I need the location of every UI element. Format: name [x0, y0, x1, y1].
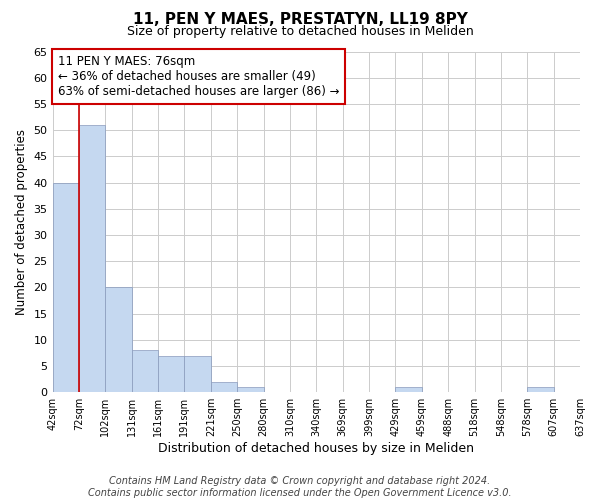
- Bar: [395, 387, 422, 392]
- Y-axis label: Number of detached properties: Number of detached properties: [15, 129, 28, 315]
- X-axis label: Distribution of detached houses by size in Meliden: Distribution of detached houses by size …: [158, 442, 474, 455]
- Bar: [105, 288, 131, 392]
- Bar: [158, 356, 184, 392]
- Bar: [211, 382, 237, 392]
- Bar: [131, 350, 158, 392]
- Text: 11, PEN Y MAES, PRESTATYN, LL19 8PY: 11, PEN Y MAES, PRESTATYN, LL19 8PY: [133, 12, 467, 28]
- Bar: [53, 182, 79, 392]
- Bar: [79, 125, 105, 392]
- Bar: [527, 387, 554, 392]
- Text: Size of property relative to detached houses in Meliden: Size of property relative to detached ho…: [127, 25, 473, 38]
- Bar: [184, 356, 211, 392]
- Text: Contains HM Land Registry data © Crown copyright and database right 2024.
Contai: Contains HM Land Registry data © Crown c…: [88, 476, 512, 498]
- Bar: [237, 387, 263, 392]
- Text: 11 PEN Y MAES: 76sqm
← 36% of detached houses are smaller (49)
63% of semi-detac: 11 PEN Y MAES: 76sqm ← 36% of detached h…: [58, 55, 340, 98]
